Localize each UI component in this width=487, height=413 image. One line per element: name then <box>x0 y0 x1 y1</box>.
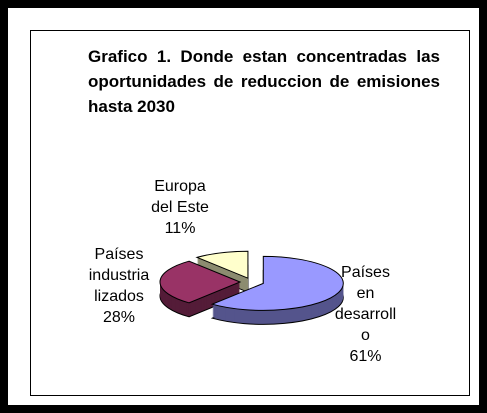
category-label: Europa del Este <box>151 178 209 216</box>
slice <box>159 260 242 304</box>
category-label: Países industrializados <box>88 246 150 305</box>
category-label: Países en desarrollo <box>334 264 397 344</box>
slice-label: Europa del Este 11% <box>145 176 215 239</box>
slice-label: Países industrializados 28% <box>88 244 150 328</box>
slice-label: Países en desarrollo 61% <box>334 262 397 367</box>
slice <box>210 255 344 311</box>
value-label: 61% <box>349 348 382 365</box>
value-label: 28% <box>102 309 136 326</box>
background <box>8 8 479 405</box>
chart-title: Grafico 1. Donde estan concentradas las … <box>88 47 440 116</box>
slice <box>195 250 249 279</box>
chart-border <box>30 30 470 396</box>
value-label: 11% <box>164 220 196 237</box>
